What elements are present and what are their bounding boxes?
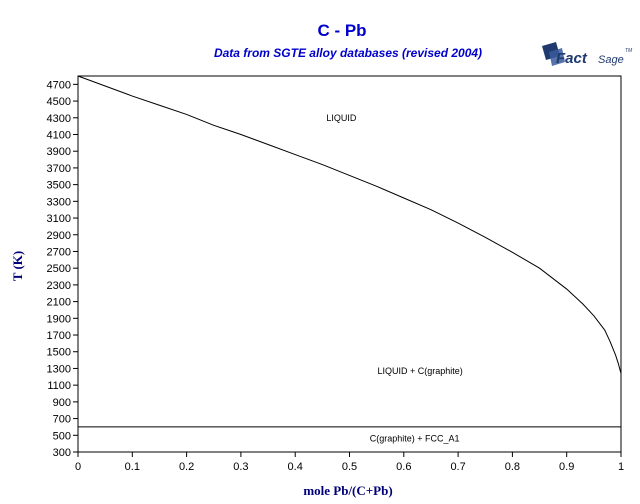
- y-tick-label: 3700: [47, 163, 71, 175]
- y-tick-label: 4100: [47, 129, 71, 141]
- region-label: LIQUID + C(graphite): [377, 366, 462, 376]
- x-tick-label: 0.9: [559, 461, 574, 473]
- y-tick-label: 700: [53, 414, 71, 426]
- x-tick-label: 0: [75, 461, 81, 473]
- x-tick-label: 1: [618, 461, 624, 473]
- y-tick-label: 500: [53, 430, 71, 442]
- y-tick-label: 2900: [47, 230, 71, 242]
- y-tick-label: 4500: [47, 96, 71, 108]
- x-tick-label: 0.1: [125, 461, 140, 473]
- y-tick-label: 1900: [47, 313, 71, 325]
- y-tick-label: 1100: [47, 380, 71, 392]
- x-tick-label: 0.4: [288, 461, 303, 473]
- region-label: C(graphite) + FCC_A1: [370, 434, 460, 444]
- plot-frame: [77, 75, 622, 453]
- phase-boundaries: [77, 75, 622, 428]
- chart-title: C - Pb: [317, 21, 366, 40]
- region-label: LIQUID: [326, 113, 357, 123]
- y-tick-label: 3100: [47, 213, 71, 225]
- y-tick-label: 4300: [47, 113, 71, 125]
- y-axis-ticks: 300 500 700 900 1100 1300 1500 1700 1900 2100 2300…: [47, 79, 78, 459]
- factsage-logo: Fact Sage TM: [542, 42, 633, 67]
- x-tick-label: 0.5: [342, 461, 357, 473]
- y-tick-label: 1300: [47, 363, 71, 375]
- logo-cube-shadow-icon: [549, 48, 565, 66]
- y-tick-label: 2700: [47, 246, 71, 258]
- x-tick-label: 0.8: [505, 461, 520, 473]
- x-axis-label: mole Pb/(C+Pb): [303, 483, 392, 498]
- y-tick-label: 2300: [47, 280, 71, 292]
- y-tick-label: 3500: [47, 180, 71, 192]
- y-tick-label: 1500: [47, 347, 71, 359]
- x-tick-label: 0.6: [396, 461, 411, 473]
- y-tick-label: 2500: [47, 263, 71, 275]
- y-tick-label: 3300: [47, 196, 71, 208]
- y-tick-label: 1700: [47, 330, 71, 342]
- logo-sage-text: Sage: [598, 54, 624, 66]
- logo-tm-text: TM: [625, 48, 633, 54]
- phase-region-labels: LIQUID LIQUID + C(graphite) C(graphite) + …: [326, 113, 462, 444]
- y-tick-label: 4700: [47, 79, 71, 91]
- x-tick-label: 0.7: [450, 461, 465, 473]
- chart-subtitle: Data from SGTE alloy databases (revised …: [214, 46, 482, 60]
- y-tick-label: 300: [53, 447, 71, 459]
- y-tick-label: 2100: [47, 297, 71, 309]
- liquidus-line: [77, 75, 622, 374]
- logo-fact-text: Fact: [556, 50, 588, 67]
- x-axis-ticks: 0 0.1 0.2 0.3 0.4 0.5 0.6 0.7 0.8 0.9 1: [75, 452, 624, 473]
- x-tick-label: 0.3: [233, 461, 248, 473]
- y-axis-label: T (K): [10, 251, 25, 281]
- y-tick-label: 3900: [47, 146, 71, 158]
- x-tick-label: 0.2: [179, 461, 194, 473]
- y-tick-label: 900: [53, 397, 71, 409]
